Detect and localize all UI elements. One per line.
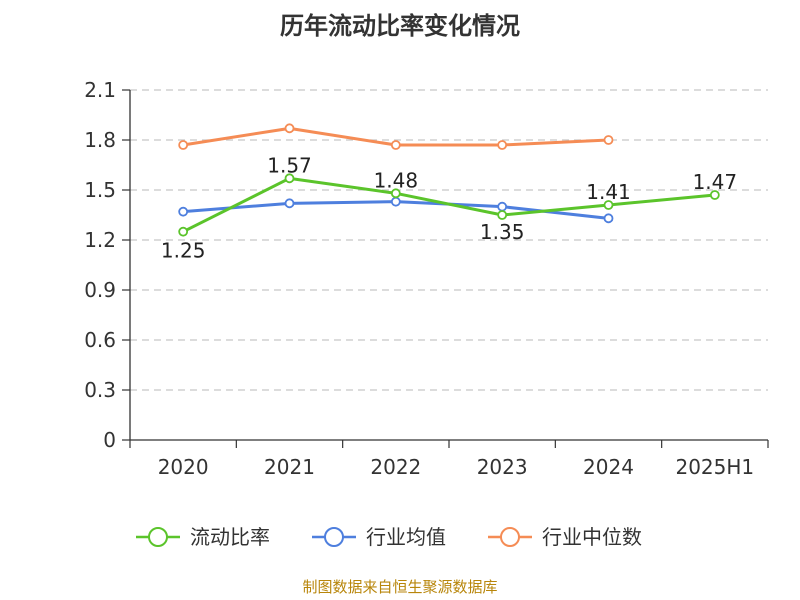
legend-swatch-marker bbox=[500, 527, 520, 547]
legend-swatch-marker bbox=[324, 527, 344, 547]
data-point bbox=[284, 198, 295, 209]
y-tick-label: 0.6 bbox=[84, 328, 116, 352]
data-point bbox=[709, 190, 720, 200]
y-tick-label: 1.8 bbox=[84, 128, 116, 152]
data-label: 1.41 bbox=[586, 180, 631, 204]
series-3 bbox=[178, 123, 614, 150]
x-tick-label: 2025H1 bbox=[675, 455, 754, 479]
data-point bbox=[603, 200, 614, 210]
y-tick-label: 0 bbox=[103, 428, 116, 452]
y-tick-label: 0.9 bbox=[84, 278, 116, 302]
data-point bbox=[390, 140, 401, 150]
data-point bbox=[178, 206, 189, 217]
x-tick-label: 2024 bbox=[583, 455, 634, 479]
data-point bbox=[390, 196, 401, 207]
legend: 流动比率 行业均值 行业中位数 bbox=[136, 525, 642, 549]
data-label: 1.48 bbox=[374, 168, 419, 192]
x-tick-label: 2023 bbox=[477, 455, 528, 479]
data-label: 1.35 bbox=[480, 220, 525, 244]
data-point bbox=[284, 123, 295, 134]
legend-swatch-marker bbox=[148, 527, 168, 547]
x-tick-label: 2020 bbox=[158, 455, 209, 479]
x-tick-label: 2021 bbox=[264, 455, 315, 479]
data-label: 1.47 bbox=[693, 170, 738, 194]
y-tick-label: 1.5 bbox=[84, 178, 116, 202]
chart-title: 历年流动比率变化情况 bbox=[280, 12, 520, 40]
series-layer bbox=[178, 123, 720, 237]
y-tick-label: 0.3 bbox=[84, 378, 116, 402]
series-line bbox=[182, 176, 715, 234]
data-point bbox=[497, 140, 508, 150]
data-point bbox=[497, 210, 508, 220]
data-point bbox=[603, 135, 614, 145]
y-tick-label: 2.1 bbox=[84, 78, 116, 102]
source-note: 制图数据来自恒生聚源数据库 bbox=[302, 578, 497, 596]
axes: 0 0.3 0.6 0.9 1.2 1.5 1.8 2.1 2020 2021 2022 2023 20… bbox=[84, 78, 769, 479]
data-point bbox=[284, 173, 295, 184]
data-point bbox=[390, 188, 401, 199]
legend-label: 行业中位数 bbox=[542, 525, 642, 549]
data-label: 1.25 bbox=[161, 239, 206, 263]
legend-item: 流动比率 bbox=[136, 525, 270, 549]
y-tick-label: 1.2 bbox=[84, 228, 116, 252]
legend-item: 行业中位数 bbox=[488, 525, 642, 549]
grid-lines bbox=[130, 89, 768, 391]
series-1 bbox=[178, 173, 720, 237]
data-point bbox=[603, 213, 614, 224]
data-point bbox=[178, 226, 189, 237]
x-tick-label: 2022 bbox=[370, 455, 421, 479]
data-point bbox=[178, 140, 189, 150]
legend-label: 行业均值 bbox=[366, 525, 446, 549]
legend-label: 流动比率 bbox=[190, 525, 270, 549]
data-labels: 1.25 1.57 1.48 1.35 1.41 1.47 bbox=[161, 153, 737, 262]
data-point bbox=[497, 201, 508, 212]
data-label: 1.57 bbox=[267, 153, 312, 177]
legend-item: 行业均值 bbox=[312, 525, 446, 549]
